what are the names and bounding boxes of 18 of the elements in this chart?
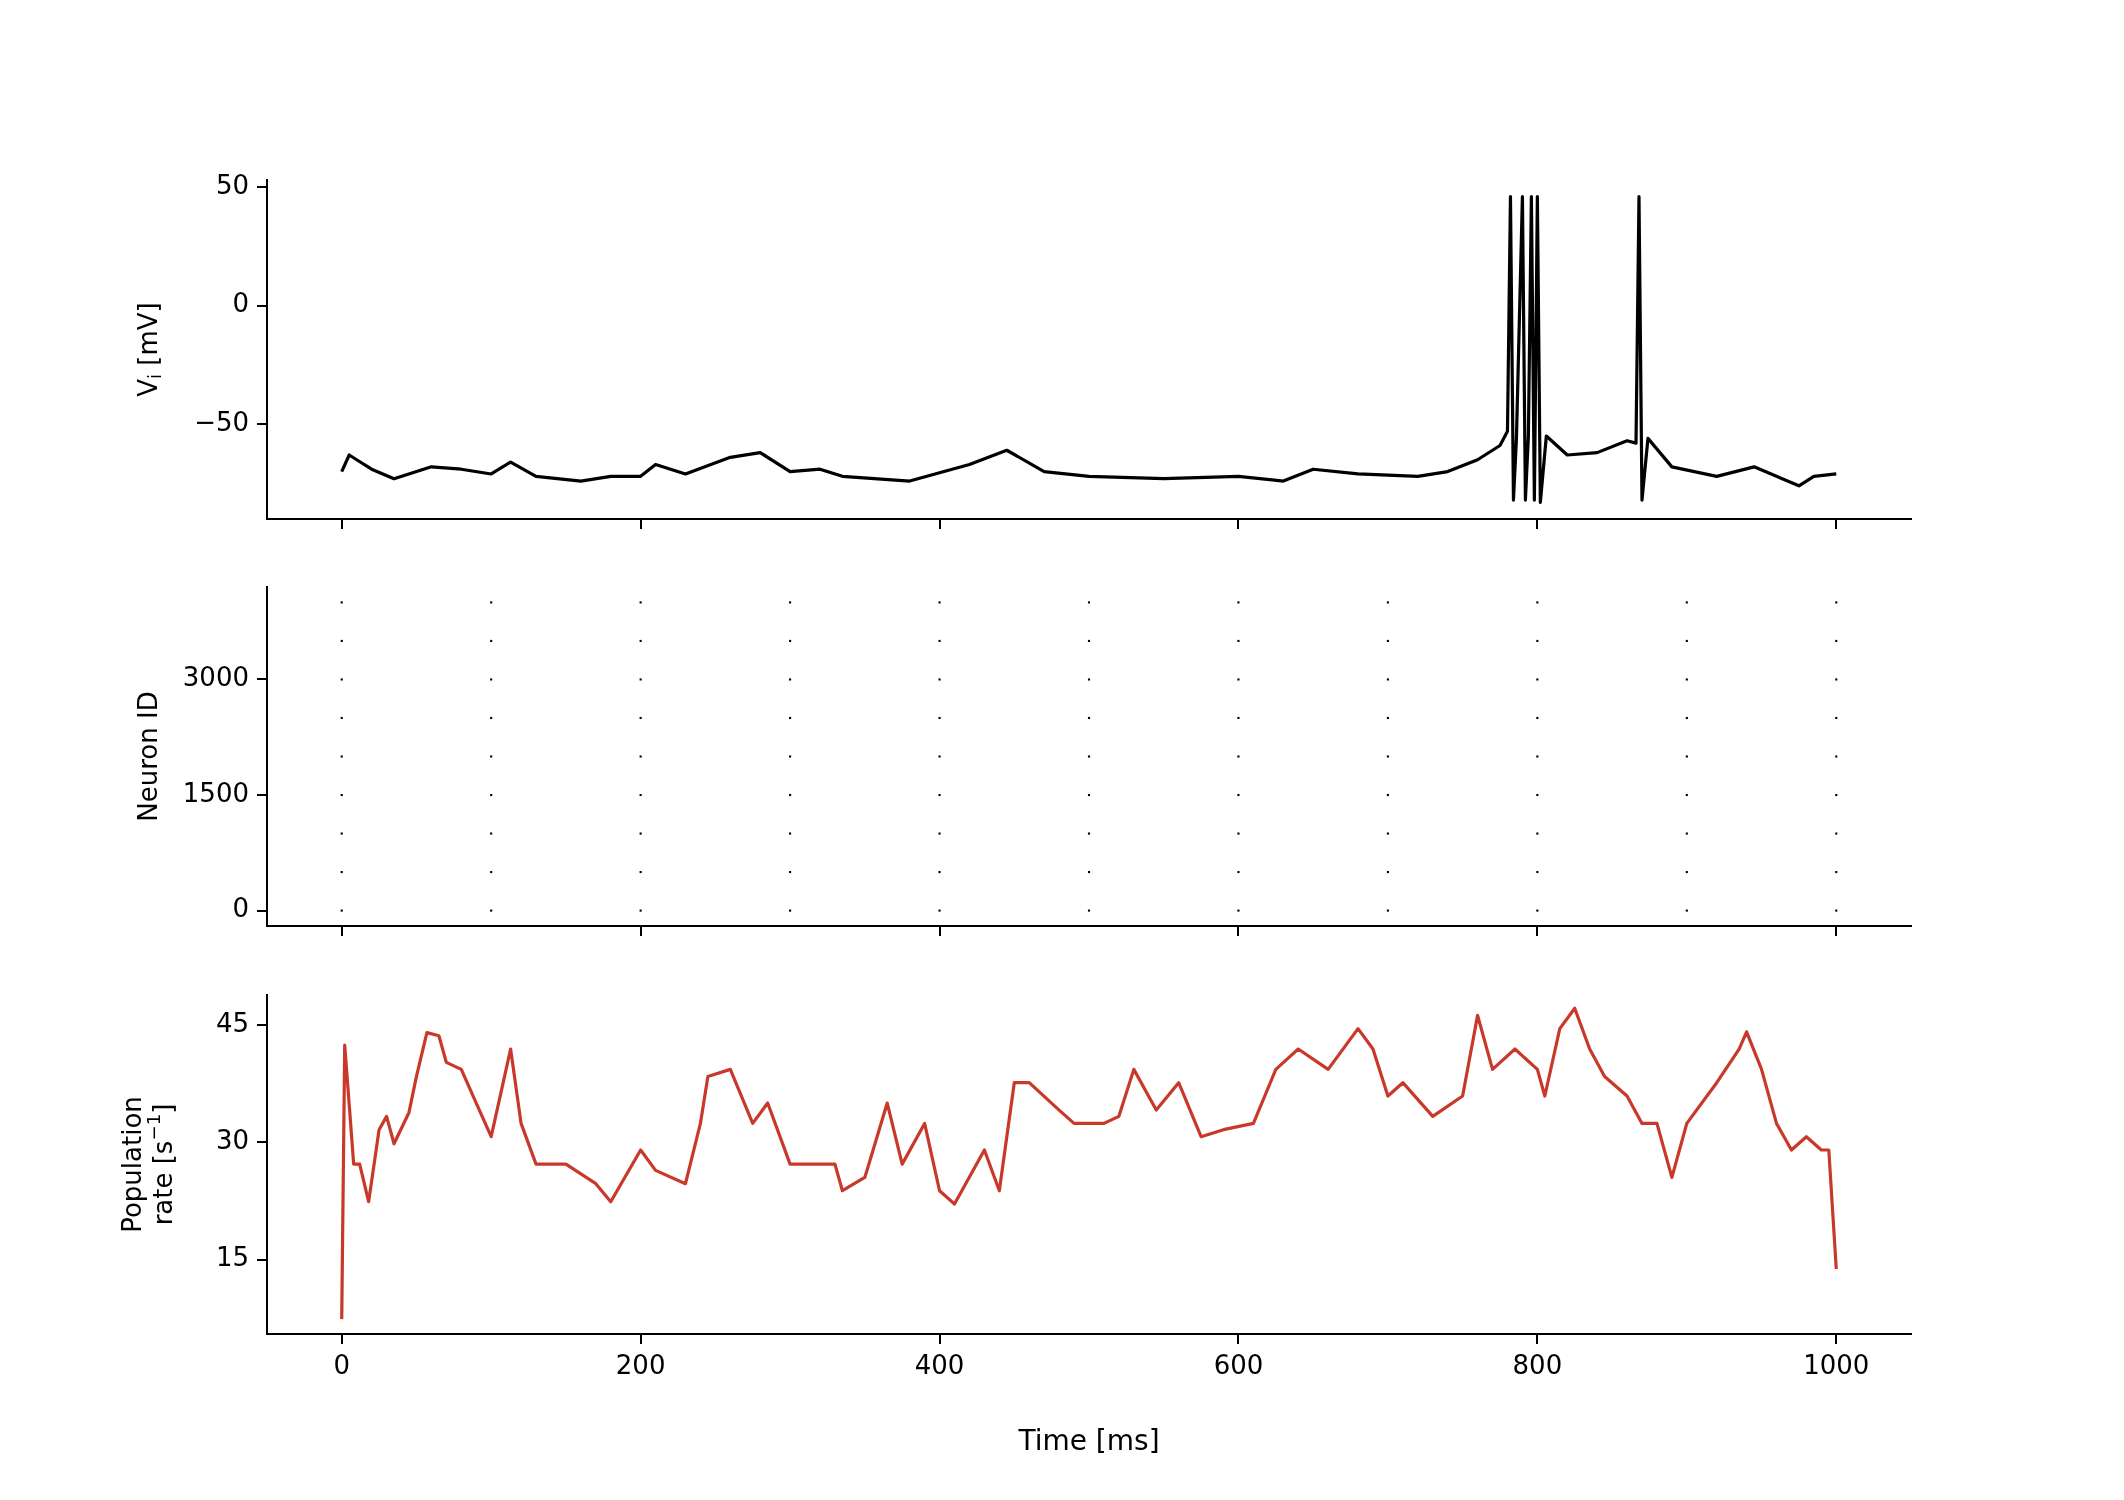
- y-tick-label: −50: [194, 406, 249, 437]
- y-tick-label: 3000: [182, 662, 249, 693]
- y-axis-title: Vi [mV]: [132, 302, 166, 397]
- x-axis-title: Time [ms]: [1017, 1424, 1160, 1458]
- y-tick-label: 0: [232, 288, 249, 319]
- y-axis-title: Neuron ID: [132, 691, 163, 822]
- y-tick-label: 15: [215, 1242, 249, 1273]
- y-tick-label: 0: [232, 893, 249, 924]
- y-tick-label: 50: [215, 169, 249, 200]
- x-tick-label: 200: [615, 1350, 666, 1381]
- x-tick-label: 1000: [1803, 1350, 1870, 1381]
- y-tick-label: 45: [215, 1007, 249, 1038]
- y-tick-label: 30: [215, 1124, 249, 1155]
- x-tick-label: 600: [1213, 1350, 1264, 1381]
- y-tick-label: 1500: [182, 777, 249, 808]
- x-tick-label: 0: [333, 1350, 350, 1381]
- x-tick-label: 800: [1512, 1350, 1563, 1381]
- x-tick-label: 400: [914, 1350, 965, 1381]
